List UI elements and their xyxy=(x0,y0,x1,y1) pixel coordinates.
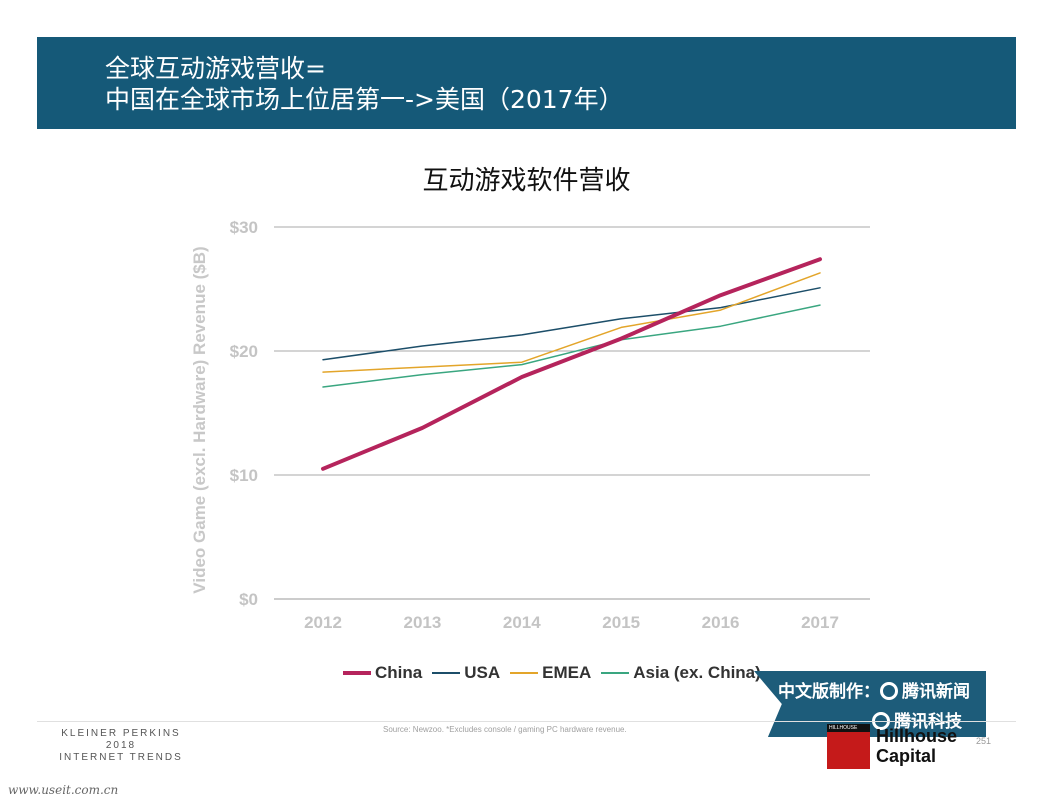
hillhouse-name: Hillhouse Capital xyxy=(876,726,957,766)
legend-swatch xyxy=(601,672,630,674)
kleiner-perkins-logo: KLEINER PERKINS 2018 INTERNET TRENDS xyxy=(50,728,192,764)
legend-item: EMEA xyxy=(510,663,591,683)
legend-label: China xyxy=(375,663,423,682)
x-tick-label: 2013 xyxy=(403,613,441,632)
series-line-usa xyxy=(322,287,821,361)
slide-title-line1: 全球互动游戏营收= xyxy=(105,54,326,83)
x-tick-label: 2015 xyxy=(602,613,640,632)
kp-year: 2018 xyxy=(105,740,137,751)
credit-banner: 中文版制作： 腾讯新闻 腾讯科技 xyxy=(754,671,986,737)
credit-brand-tech: 腾讯科技 xyxy=(894,712,962,732)
series-line-china xyxy=(321,257,822,471)
legend-label: EMEA xyxy=(542,663,592,682)
hillhouse-logo-bar xyxy=(827,724,870,732)
legend-item: China xyxy=(343,663,422,683)
source-note: Source: Newzoo. *Excludes console / gami… xyxy=(383,725,627,734)
x-tick-label: 2014 xyxy=(503,613,541,632)
x-tick-label: 2016 xyxy=(702,613,740,632)
hillhouse-logo-text: HILLHOUSE xyxy=(829,725,858,731)
hillhouse-name-line2: Capital xyxy=(876,746,937,766)
legend-label: Asia (ex. China) xyxy=(633,663,761,682)
y-tick-label: $10 xyxy=(230,466,258,485)
kp-report: INTERNET TRENDS xyxy=(59,752,183,763)
x-tick-label: 2012 xyxy=(304,613,342,632)
y-axis-label: Video Game (excl. Hardware) Revenue ($B) xyxy=(190,246,209,594)
y-tick-label: $30 xyxy=(230,218,258,237)
page-number: 251 xyxy=(976,736,992,746)
legend-swatch xyxy=(343,671,371,675)
legend-item: USA xyxy=(432,663,500,683)
tencent-news-icon xyxy=(880,682,898,700)
credit-prefix: 中文版制作： xyxy=(778,682,880,702)
site-watermark: www.useit.com.cn xyxy=(8,783,119,797)
y-tick-label: $0 xyxy=(239,590,258,609)
hillhouse-logo-mark: HILLHOUSE xyxy=(827,724,870,769)
chart-legend: China USA EMEA Asia (ex. China) xyxy=(343,662,771,684)
y-tick-label: $20 xyxy=(230,342,258,361)
kp-name: KLEINER PERKINS xyxy=(61,728,181,739)
credit-brand-news: 腾讯新闻 xyxy=(902,682,970,702)
hillhouse-name-line1: Hillhouse xyxy=(876,726,958,746)
slide-title-line2: 中国在全球市场上位居第一->美国（2017年） xyxy=(105,85,624,114)
x-tick-label: 2017 xyxy=(801,613,839,632)
chart-title: 互动游戏软件营收 xyxy=(422,166,631,196)
legend-swatch xyxy=(432,672,461,674)
legend-item: Asia (ex. China) xyxy=(601,663,761,683)
series-line-emea xyxy=(322,272,821,373)
legend-label: USA xyxy=(464,663,501,682)
slide-header: 全球互动游戏营收= 中国在全球市场上位居第一->美国（2017年） xyxy=(37,37,1016,129)
legend-swatch xyxy=(510,672,539,674)
credit-line1: 中文版制作： 腾讯新闻 xyxy=(778,677,970,702)
footer-divider xyxy=(37,721,1016,722)
series-line-asia-ex-china xyxy=(322,304,821,388)
